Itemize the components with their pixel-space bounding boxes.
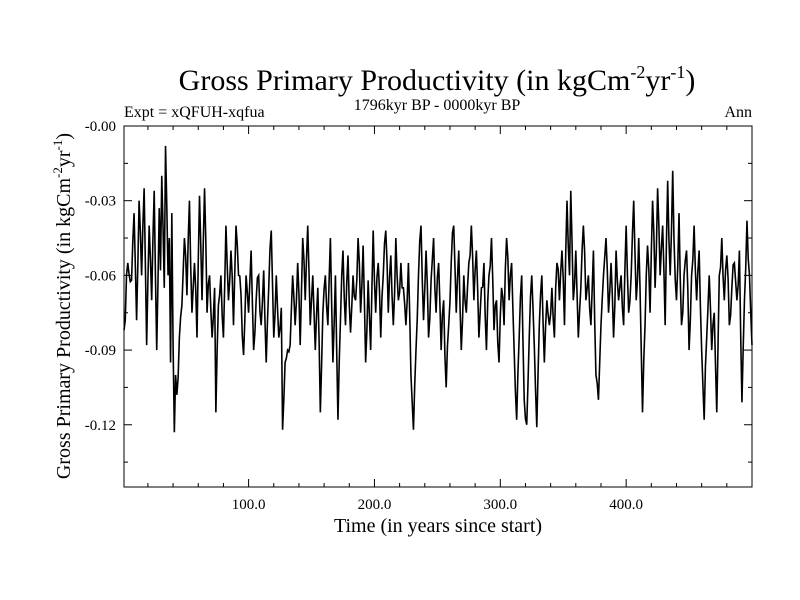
- plot-frame: [123, 125, 753, 488]
- ylabel-mid: yr: [53, 150, 75, 167]
- ylabel-end: ): [53, 133, 75, 140]
- axis-ticks: [124, 125, 752, 487]
- ylabel-sup-2: -1: [50, 140, 65, 151]
- subtitle-season: Ann: [724, 104, 752, 121]
- subtitle-experiment: Expt = xQFUH-xqfua: [124, 104, 265, 121]
- gpp-series-line: [123, 145, 753, 433]
- y-tick-labels: -0.00 -0.03 -0.06 -0.09 -0.12: [85, 119, 117, 434]
- ylabel-sup-1: -2: [50, 167, 65, 178]
- subtitle-period: 1796kyr BP - 0000kyr BP: [354, 97, 521, 114]
- y-axis-label: Gross Primary Productivity (in kgCm-2yr-…: [50, 133, 75, 479]
- ylabel-main: Gross Primary Productivity (in kgCm: [53, 178, 75, 480]
- y-tick-label: -0.03: [85, 194, 116, 210]
- x-tick-label: 400.0: [609, 497, 643, 513]
- x-tick-label: 100.0: [232, 497, 266, 513]
- title-sup-1: -2: [630, 62, 645, 82]
- y-tick-label: -0.12: [85, 418, 116, 434]
- y-tick-label: -0.06: [85, 268, 117, 284]
- y-tick-label: -0.00: [85, 119, 116, 135]
- x-tick-label: 300.0: [483, 497, 517, 513]
- x-tick-label: 200.0: [358, 497, 392, 513]
- x-tick-labels: 100.0 200.0 300.0 400.0: [232, 497, 643, 513]
- y-tick-label: -0.09: [85, 343, 116, 359]
- chart-title: Gross Primary Productivity (in kgCm-2yr-…: [179, 62, 696, 97]
- title-sup-2: -1: [670, 62, 685, 82]
- title-mid: yr: [645, 64, 670, 97]
- title-end: ): [685, 64, 695, 97]
- x-axis-label: Time (in years since start): [334, 515, 542, 537]
- title-main: Gross Primary Productivity (in kgCm: [179, 64, 631, 97]
